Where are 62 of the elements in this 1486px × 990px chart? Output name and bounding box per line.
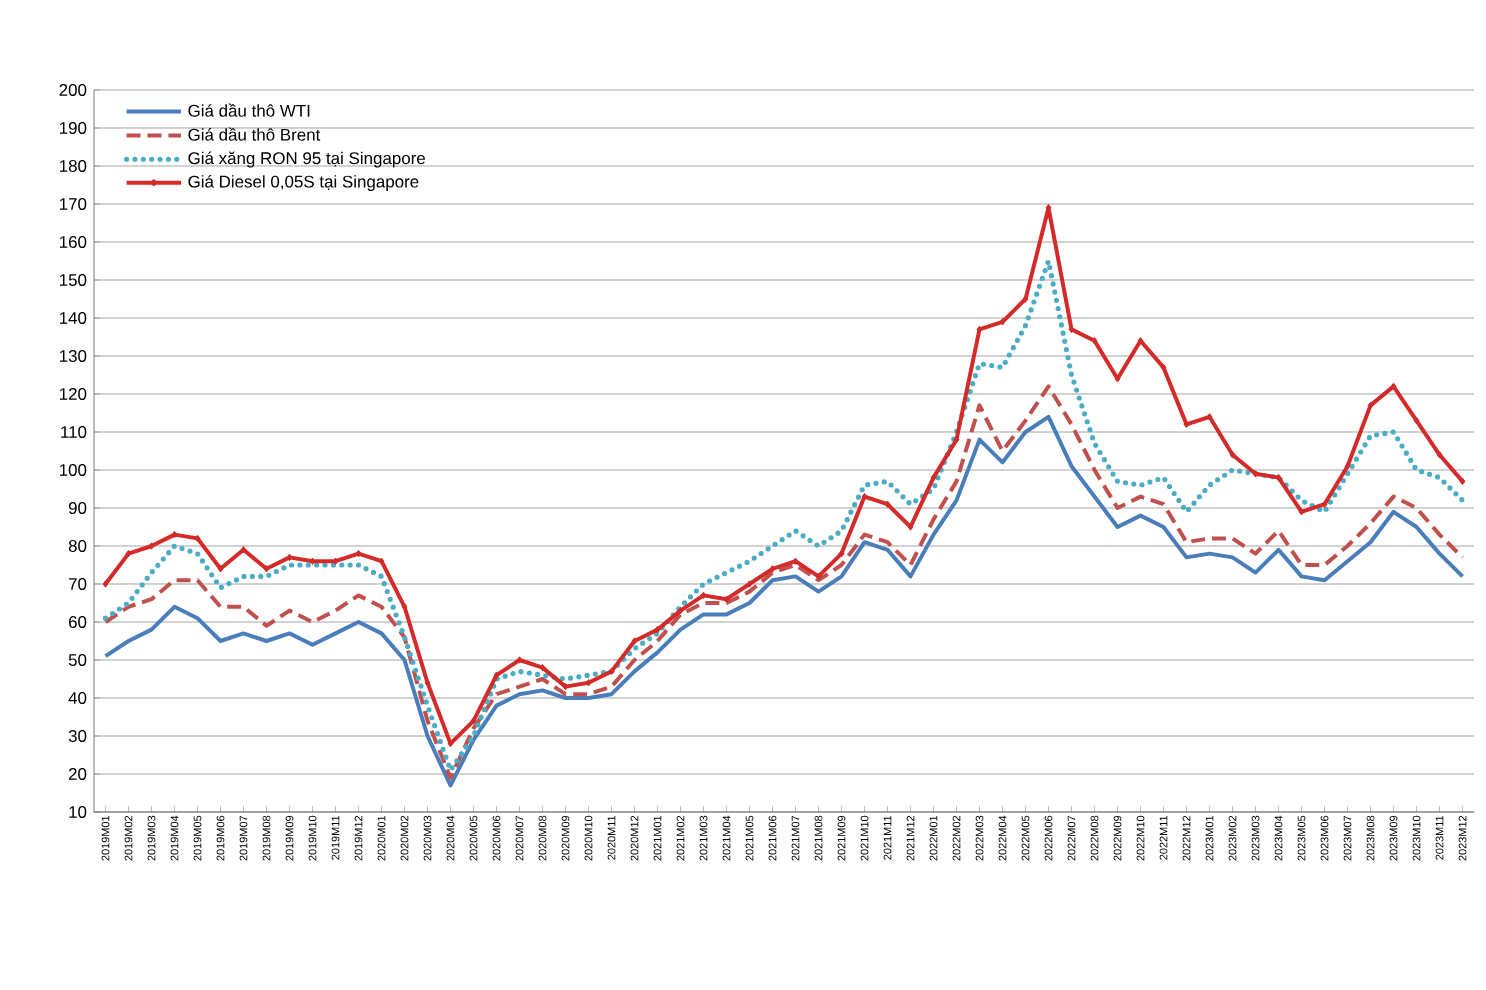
y-tick-label: 30 bbox=[68, 730, 87, 742]
y-tick-label: 70 bbox=[69, 578, 87, 590]
point bbox=[493, 671, 500, 679]
point bbox=[884, 500, 891, 508]
y-tick-label: 190 bbox=[59, 122, 87, 134]
point bbox=[516, 656, 523, 664]
point bbox=[470, 717, 477, 725]
point bbox=[102, 580, 109, 588]
point bbox=[355, 549, 362, 558]
point bbox=[585, 679, 592, 687]
point bbox=[1298, 508, 1305, 516]
point bbox=[792, 557, 799, 565]
point bbox=[654, 625, 661, 634]
point bbox=[263, 565, 270, 573]
point bbox=[1436, 451, 1443, 459]
y-tick-label: 100 bbox=[59, 464, 87, 476]
y-tick-label: 80 bbox=[68, 540, 87, 552]
point bbox=[148, 542, 155, 550]
point bbox=[401, 603, 408, 611]
y-tick-label: 130 bbox=[59, 350, 87, 362]
point bbox=[631, 637, 638, 645]
point bbox=[769, 565, 776, 573]
point bbox=[424, 679, 431, 687]
point bbox=[378, 557, 385, 565]
point bbox=[815, 572, 822, 581]
y-tick-label: 160 bbox=[59, 236, 87, 248]
y-tick-label: 20 bbox=[68, 768, 87, 780]
point bbox=[1413, 416, 1420, 425]
point bbox=[1344, 462, 1351, 470]
point bbox=[1390, 382, 1397, 391]
legend-label: Giá dầu thô Brent bbox=[188, 127, 321, 141]
y-tick-label: 170 bbox=[59, 198, 87, 210]
point bbox=[1321, 500, 1328, 508]
point bbox=[217, 565, 224, 573]
point bbox=[240, 546, 247, 554]
point bbox=[1229, 451, 1236, 459]
legend-label: Giá xăng RON 95 tại Singapore bbox=[188, 151, 425, 168]
y-tick-label: 10 bbox=[69, 806, 87, 818]
y-tick-label: 180 bbox=[59, 160, 87, 172]
point bbox=[1022, 295, 1029, 303]
point bbox=[1183, 420, 1190, 429]
point bbox=[332, 557, 339, 565]
point bbox=[1091, 337, 1098, 345]
y-tick-label: 50 bbox=[68, 654, 87, 666]
point bbox=[608, 667, 615, 676]
point bbox=[861, 492, 868, 501]
y-tick-label: 60 bbox=[69, 616, 87, 628]
point bbox=[1206, 413, 1213, 421]
legend-label: Giá Diesel 0,05S tại Singapore bbox=[188, 174, 419, 191]
y-tick-label: 150 bbox=[59, 274, 87, 286]
point bbox=[677, 606, 684, 615]
point bbox=[1459, 477, 1466, 486]
y-tick-label: 40 bbox=[68, 692, 87, 704]
y-tick-label: 110 bbox=[61, 426, 87, 438]
y-tick-label: 120 bbox=[59, 388, 87, 400]
point bbox=[999, 318, 1006, 326]
y-tick-label: 200 bbox=[59, 84, 87, 96]
point bbox=[930, 473, 937, 482]
y-tick-label: 140 bbox=[59, 312, 87, 324]
y-tick-label: 90 bbox=[68, 502, 87, 514]
point bbox=[746, 580, 753, 588]
legend-label: Giá dầu thô WTI bbox=[188, 103, 310, 117]
